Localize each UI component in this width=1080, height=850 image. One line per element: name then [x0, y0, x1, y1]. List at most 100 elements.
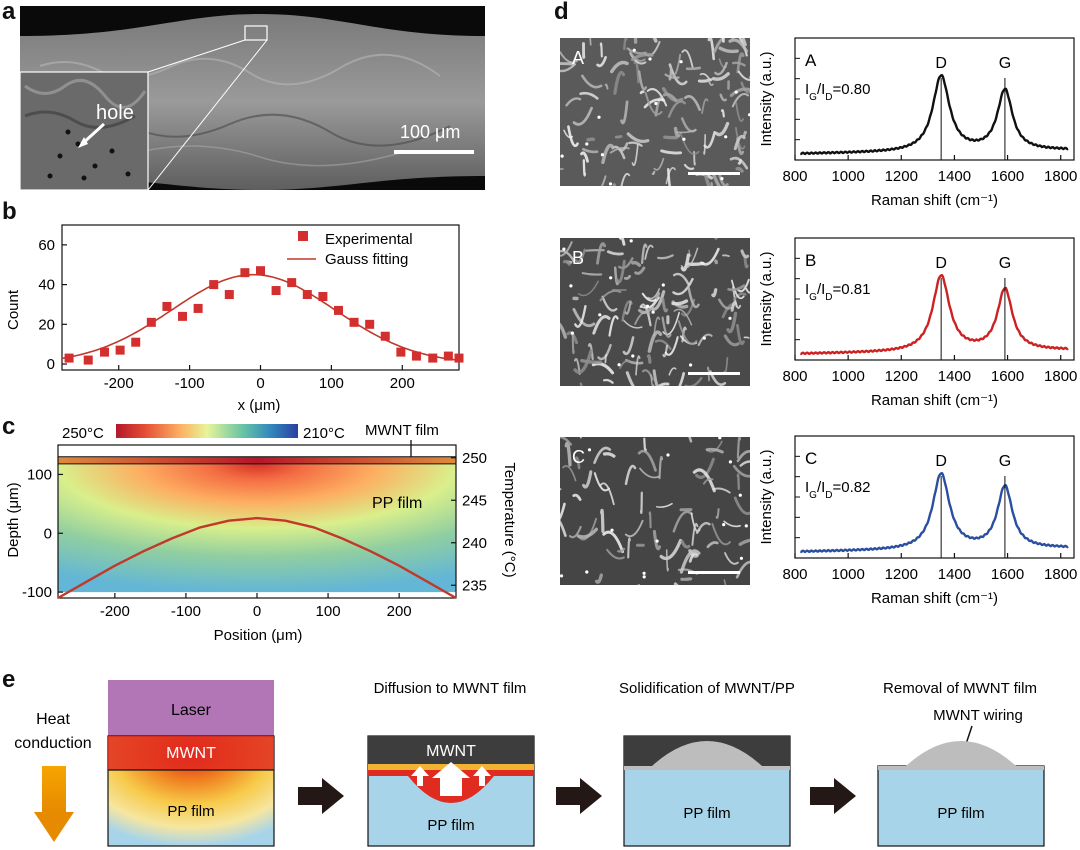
data-point: [302, 290, 312, 300]
data-point: [411, 351, 421, 361]
x-tick-label: 100: [319, 375, 344, 392]
temp-tick-label: 250: [462, 450, 487, 467]
data-point: [271, 286, 281, 296]
legend-gauss-label: Gauss fitting: [325, 251, 408, 268]
x-tick-label: 1200: [885, 566, 918, 583]
temperature-depth-chart: 250°C 210°C MWNT film -200 -100 0 100 200 -1…: [5, 422, 518, 644]
x-tick-label: 1400: [938, 566, 971, 583]
raman-ratio-label: IG/ID=0.81: [805, 281, 871, 303]
depth-tick-label: -100: [22, 584, 52, 601]
step4-title: Removal of MWNT film: [883, 680, 1037, 697]
data-point: [333, 305, 343, 315]
y-tick-label: 0: [47, 356, 55, 373]
mwnt-film-label: MWNT film: [365, 422, 439, 439]
y-tick-label: 60: [38, 237, 55, 254]
peak-label: G: [999, 55, 1011, 72]
raman-ratio-value: 0.80: [841, 81, 870, 98]
pp-film-label: PP film: [372, 495, 422, 512]
step2-title: Diffusion to MWNT film: [374, 680, 527, 697]
data-point: [443, 351, 453, 361]
data-point: [396, 347, 406, 357]
data-point: [83, 355, 93, 365]
chart-b-ylabel: Count: [5, 289, 22, 330]
x-tick-label: 1000: [831, 368, 864, 385]
x-tick-label: 1000: [831, 566, 864, 583]
temp-tick-label: 240: [462, 535, 487, 552]
step2-left-arrow-icon: [411, 766, 429, 786]
x-tick-label: 1600: [991, 368, 1024, 385]
x-tick-label: 1800: [1044, 566, 1077, 583]
data-point: [454, 353, 464, 363]
step1-pp-label: PP film: [167, 803, 214, 820]
data-point: [240, 268, 250, 278]
panel-label-e: e: [2, 666, 16, 693]
x-tick-label: 100: [316, 603, 341, 620]
x-tick-label: -100: [175, 375, 205, 392]
temp-tick-label: 235: [462, 577, 487, 594]
data-point: [146, 317, 156, 327]
sem-c-scale-bar: [688, 571, 740, 574]
data-point: [349, 317, 359, 327]
sem-a-label: A: [572, 48, 585, 68]
data-point: [380, 331, 390, 341]
x-tick-label: 1400: [938, 168, 971, 185]
raman-chart-b: 800 1000 1200 1400 1600 1800 D G B IG/ID=0.81 Rama…: [758, 237, 1077, 409]
x-tick-label: 1600: [991, 566, 1024, 583]
data-point: [209, 280, 219, 290]
x-tick-label: -100: [171, 603, 201, 620]
x-tick-label: 1200: [885, 168, 918, 185]
chart-c-xlabel: Position (μm): [214, 627, 303, 644]
process-arrow-3-icon: [810, 778, 856, 814]
data-point: [224, 290, 234, 300]
sem-fiber-drawing: [20, 6, 485, 190]
raman-ylabel: Intensity (a.u.): [758, 449, 775, 544]
peak-label: G: [999, 453, 1011, 470]
raman-ratio-value: 0.82: [841, 479, 870, 496]
raman-spectrum: [800, 274, 1069, 356]
gaussian-histogram-chart: -200 -100 0 100 200 0 20 40 60 Experimental Gau…: [5, 224, 464, 414]
wiring-label: MWNT wiring: [933, 707, 1023, 724]
step2-mwnt-label: MWNT: [426, 743, 476, 760]
step4-film-block: [877, 765, 1045, 847]
raman-xlabel: Raman shift (cm⁻¹): [871, 192, 998, 209]
panel-label-d: d: [554, 0, 569, 25]
step2-pp-label: PP film: [427, 817, 474, 834]
x-tick-label: -200: [100, 603, 130, 620]
sem-image-fiber: hole 100 μm: [20, 6, 485, 190]
sem-image-c: C: [560, 437, 750, 585]
x-tick-label: 0: [253, 603, 261, 620]
panel-label-a: a: [2, 0, 16, 25]
chart-b-xlabel: x (μm): [238, 397, 281, 414]
step3-pp-label: PP film: [683, 805, 730, 822]
raman-ylabel: Intensity (a.u.): [758, 251, 775, 346]
heat-label-1: Heat: [36, 711, 70, 728]
data-point: [131, 337, 141, 347]
colorbar-cold-label: 210°C: [303, 425, 345, 442]
sem-b-label: B: [572, 248, 585, 268]
data-point: [428, 353, 438, 363]
data-point: [365, 319, 375, 329]
mwnt-film-layer: [58, 456, 456, 464]
step4-pp-label: PP film: [937, 805, 984, 822]
raman-chart-c: 800 1000 1200 1400 1600 1800 D G C IG/ID=0.82 Rama…: [758, 435, 1077, 607]
data-point: [287, 278, 297, 288]
legend-experimental-label: Experimental: [325, 231, 413, 248]
x-tick-label: 1600: [991, 168, 1024, 185]
step1-mwnt-label: MWNT: [166, 745, 216, 762]
data-point: [115, 345, 125, 355]
colorbar: [116, 424, 298, 438]
step3-title: Solidification of MWNT/PP: [619, 680, 795, 697]
x-tick-label: 1200: [885, 368, 918, 385]
scale-bar-label: 100 μm: [400, 122, 461, 142]
colorbar-hot-label: 250°C: [62, 425, 104, 442]
data-point: [193, 303, 203, 313]
raman-chart-a: 800 1000 1200 1400 1600 1800 D G A IG/ID=0.80 Rama…: [758, 37, 1077, 209]
x-tick-label: 1000: [831, 168, 864, 185]
peak-label: D: [935, 453, 947, 470]
laser-block: [108, 680, 274, 736]
pp-heat-field: [58, 463, 456, 593]
depth-tick-label: 0: [44, 525, 52, 542]
temperature-curve: [57, 516, 457, 600]
data-point: [318, 292, 328, 302]
raman-sample-label: C: [805, 449, 817, 468]
